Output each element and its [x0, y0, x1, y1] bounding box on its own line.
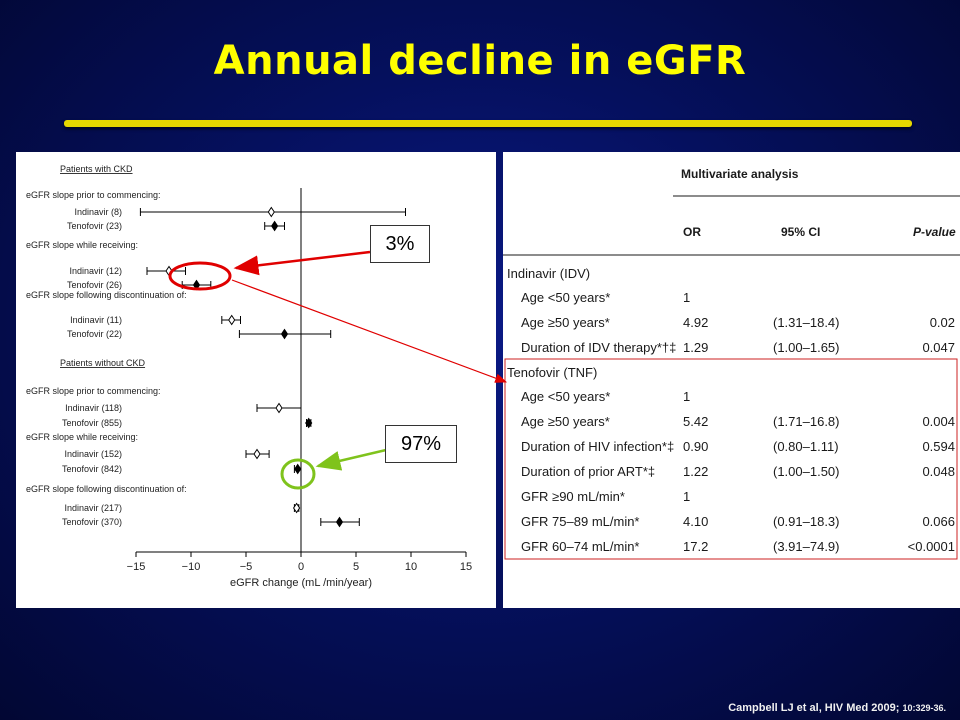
- x-tick-label: 0: [298, 561, 304, 573]
- row-label: Tenofovir (22): [67, 329, 122, 339]
- row-label: Indinavir (8): [74, 207, 122, 217]
- forest-plot-panel: −15 −10 −5 0 5 10 15 eGFR change (mL /min/year)…: [16, 152, 496, 608]
- multivariate-table: Multivariate analysis OR 95% CI P-value Indi…: [503, 167, 960, 560]
- table-ci-cell: (1.71–16.8): [773, 414, 840, 429]
- row-label: Indinavir (11): [70, 315, 122, 325]
- table-row-label: Duration of HIV infection*‡: [521, 439, 674, 454]
- tenofovir-section-box: [504, 358, 958, 560]
- estimate-marker-filled: [270, 220, 279, 232]
- ckd-percentage-callout: 3%: [370, 225, 430, 263]
- table-row-label: Duration of prior ART*‡: [521, 464, 655, 479]
- table-or-cell: 5.42: [683, 414, 708, 429]
- row-label: Tenofovir (842): [62, 464, 122, 474]
- table-or-cell: 1.29: [683, 340, 708, 355]
- table-p-cell: 0.02: [930, 315, 955, 330]
- row-label: Indinavir (217): [64, 503, 122, 513]
- non-ckd-percentage-callout: 97%: [385, 425, 457, 463]
- x-tick-label: 5: [353, 561, 359, 573]
- table-or-cell: 1: [683, 489, 690, 504]
- estimate-marker-filled: [280, 328, 289, 340]
- row-label: Tenofovir (26): [67, 280, 122, 290]
- estimate-marker-open: [275, 402, 283, 414]
- table-or-cell: 17.2: [683, 539, 708, 554]
- table-ci-cell: (1.00–1.50): [773, 464, 840, 479]
- table-or-cell: 4.92: [683, 315, 708, 330]
- estimate-marker-open: [228, 314, 236, 326]
- table-ci-cell: (1.31–18.4): [773, 315, 840, 330]
- table-row-label: Age <50 years*: [521, 290, 610, 305]
- table-or-cell: 4.10: [683, 514, 708, 529]
- row-label: Tenofovir (23): [67, 221, 122, 231]
- table-p-cell: 0.594: [922, 439, 955, 454]
- slide-title: Annual decline in eGFR: [213, 38, 747, 84]
- x-tick-label: 15: [460, 561, 472, 573]
- subgroup-label: eGFR slope while receiving:: [26, 432, 138, 442]
- title-underline: [64, 120, 912, 127]
- row-label: Indinavir (12): [69, 266, 122, 276]
- row-label: Indinavir (152): [64, 449, 122, 459]
- table-or-cell: 1.22: [683, 464, 708, 479]
- x-axis-label: eGFR change (mL /min/year): [230, 577, 372, 589]
- table-or-cell: 0.90: [683, 439, 708, 454]
- table-p-cell: 0.047: [922, 340, 955, 355]
- table-header: OR: [683, 225, 701, 239]
- estimate-marker-open: [267, 206, 275, 218]
- table-p-cell: 0.048: [922, 464, 955, 479]
- estimate-marker-open: [253, 448, 261, 460]
- table-title: Multivariate analysis: [681, 167, 799, 181]
- row-label: Tenofovir (370): [62, 517, 122, 527]
- subgroup-label: eGFR slope prior to commencing:: [26, 190, 161, 200]
- subgroup-label: eGFR slope following discontinuation of:: [26, 484, 187, 494]
- estimate-marker-filled: [192, 279, 201, 291]
- row-label: Indinavir (118): [65, 403, 122, 413]
- x-tick-label: −5: [240, 561, 253, 573]
- estimate-marker-filled: [294, 463, 302, 475]
- estimate-marker-filled: [305, 417, 313, 429]
- subgroup-label: eGFR slope while receiving:: [26, 240, 138, 250]
- subgroup-label: eGFR slope prior to commencing:: [26, 386, 161, 396]
- table-or-cell: 1: [683, 290, 690, 305]
- table-ci-cell: (1.00–1.65): [773, 340, 840, 355]
- table-ci-cell: (0.91–18.3): [773, 514, 840, 529]
- multivariate-table-panel: Multivariate analysis OR 95% CI P-value Indi…: [503, 152, 960, 608]
- table-row-label: Age ≥50 years*: [521, 315, 610, 330]
- table-row-label: GFR 60–74 mL/min*: [521, 539, 640, 554]
- table-p-cell: <0.0001: [908, 539, 955, 554]
- estimate-marker-filled: [335, 516, 344, 528]
- x-tick-label: 10: [405, 561, 417, 573]
- table-section-label: Indinavir (IDV): [507, 266, 590, 281]
- table-p-cell: 0.066: [922, 514, 955, 529]
- table-row-label: GFR ≥90 mL/min*: [521, 489, 625, 504]
- table-ci-cell: (0.80–1.11): [773, 439, 839, 454]
- x-tick-label: −15: [127, 561, 146, 573]
- estimate-marker-open: [292, 502, 301, 514]
- citation: Campbell LJ et al, HIV Med 2009; 10:329-…: [728, 702, 946, 714]
- subgroup-label: eGFR slope following discontinuation of:: [26, 290, 187, 300]
- citation-volume: 10:329-36.: [902, 703, 946, 713]
- table-row-label: Age ≥50 years*: [521, 414, 610, 429]
- table-section-label: Tenofovir (TNF): [507, 365, 597, 380]
- x-tick-label: −10: [182, 561, 201, 573]
- table-p-cell: 0.004: [922, 414, 955, 429]
- table-header: P-value: [913, 225, 956, 239]
- table-row-label: Duration of IDV therapy*†‡: [521, 340, 676, 355]
- table-or-cell: 1: [683, 389, 690, 404]
- table-ci-cell: (3.91–74.9): [773, 539, 840, 554]
- estimate-marker-open: [165, 265, 173, 277]
- table-row-label: Age <50 years*: [521, 389, 610, 404]
- table-row-label: GFR 75–89 mL/min*: [521, 514, 640, 529]
- group-header: Patients with CKD: [60, 164, 133, 174]
- row-label: Tenofovir (855): [62, 418, 122, 428]
- forest-plot: −15 −10 −5 0 5 10 15 eGFR change (mL /min/year)…: [26, 164, 472, 589]
- table-header: 95% CI: [781, 225, 820, 239]
- group-header: Patients without CKD: [60, 358, 146, 368]
- citation-authors: Campbell LJ et al, HIV Med 2009;: [728, 702, 900, 714]
